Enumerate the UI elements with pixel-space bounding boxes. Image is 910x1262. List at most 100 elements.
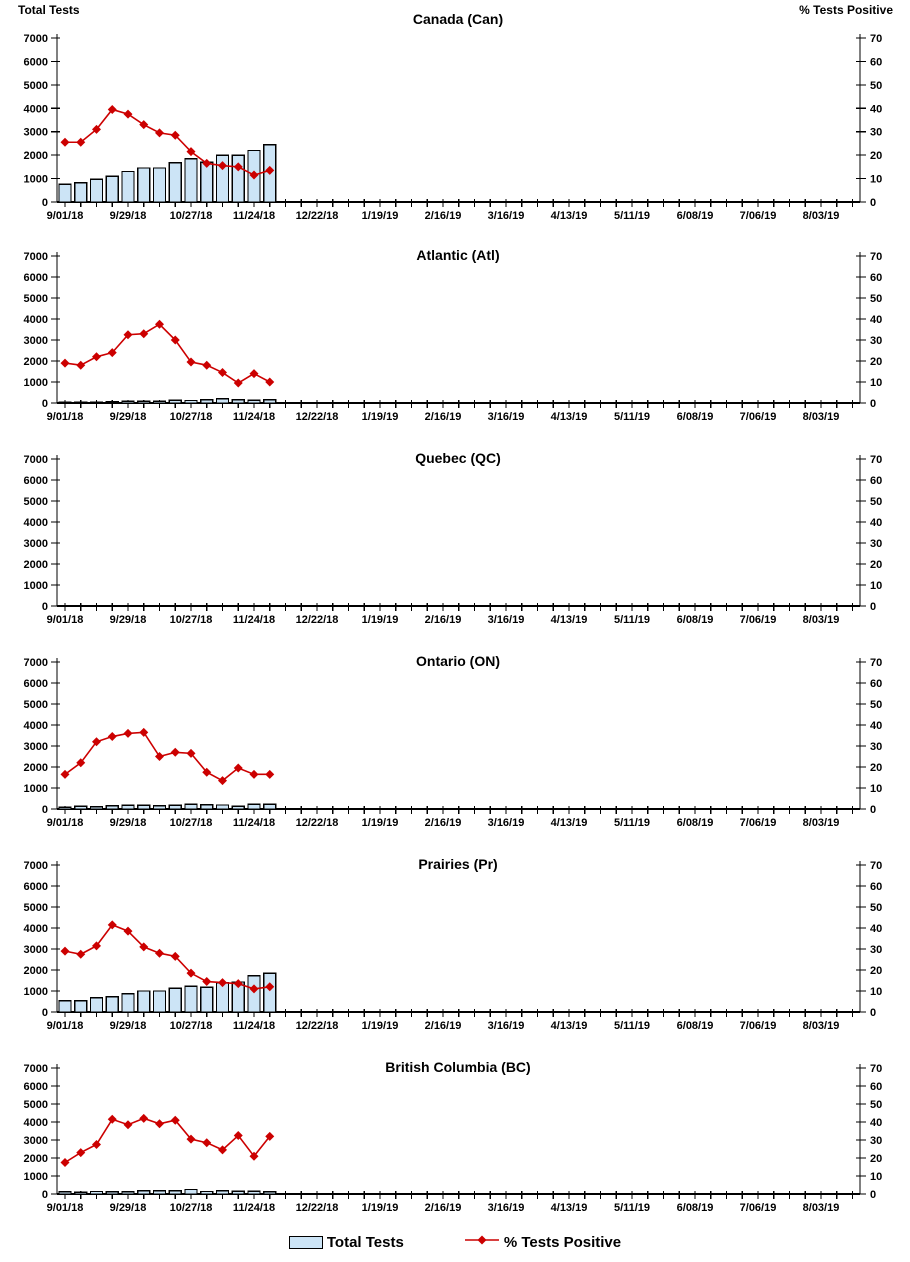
right-axis-tick-label: 40: [870, 923, 882, 935]
right-axis-tick-label: 60: [870, 56, 882, 68]
x-axis-tick-label: 9/29/18: [110, 411, 147, 423]
chart-title: Canada (Can): [413, 11, 503, 27]
bar: [58, 401, 72, 404]
left-axis-tick-label: 1000: [24, 377, 48, 389]
x-axis-tick-label: 4/13/19: [551, 210, 588, 222]
diamond-marker: [107, 104, 117, 114]
x-axis-tick-label: 3/16/19: [488, 1020, 525, 1032]
right-axis-tick-label: 30: [870, 335, 882, 347]
right-axis-tick-label: 70: [870, 454, 882, 466]
bar: [121, 170, 135, 203]
chart-title: Ontario (ON): [416, 653, 500, 669]
diamond-marker: [233, 378, 243, 388]
diamond-marker: [139, 329, 149, 339]
diamond-marker: [60, 946, 70, 956]
right-axis-tick-label: 10: [870, 1171, 882, 1183]
left-axis-tick-label: 6000: [24, 1081, 48, 1093]
diamond-marker: [107, 1114, 117, 1124]
diamond-marker: [233, 162, 243, 172]
right-axis-tick-label: 50: [870, 699, 882, 711]
right-axis-tick-label: 50: [870, 1099, 882, 1111]
x-axis-tick-label: 4/13/19: [551, 817, 588, 829]
right-axis-tick-label: 0: [870, 1189, 876, 1201]
bar: [58, 183, 72, 203]
diamond-marker: [76, 137, 86, 147]
x-axis-tick-label: 5/11/19: [614, 411, 650, 423]
right-axis-tick-label: 60: [870, 678, 882, 690]
bar: [89, 401, 104, 404]
bar: [58, 1191, 72, 1195]
left-axis-tick-label: 4000: [24, 720, 48, 732]
left-axis-tick-label: 3000: [24, 335, 48, 347]
bar: [152, 990, 167, 1013]
bar: [137, 990, 151, 1013]
diamond-marker: [155, 948, 164, 958]
left-axis-tick-label: 3000: [24, 538, 48, 550]
bar: [168, 1190, 182, 1195]
bar: [152, 400, 167, 404]
bar: [89, 997, 104, 1013]
left-axis-tick-label: 2000: [24, 762, 48, 774]
diamond-marker: [249, 984, 259, 994]
x-axis-tick-label: 4/13/19: [551, 1202, 588, 1214]
x-axis-tick-label: 7/06/19: [740, 1020, 777, 1032]
diamond-marker: [139, 942, 149, 952]
right-axis-title: % Tests Positive: [799, 3, 893, 17]
diamond-marker: [265, 769, 275, 779]
diamond-marker: [265, 1131, 275, 1141]
bar: [184, 1188, 198, 1195]
right-axis-tick-label: 30: [870, 127, 882, 139]
left-axis-tick-label: 6000: [24, 678, 48, 690]
x-axis-tick-label: 6/08/19: [677, 817, 714, 829]
bar: [263, 1190, 277, 1195]
bar: [184, 803, 198, 810]
right-axis-tick-label: 70: [870, 33, 882, 45]
bar: [137, 804, 151, 810]
diamond-marker: [186, 1134, 196, 1144]
x-axis-tick-label: 12/22/18: [296, 817, 339, 829]
right-axis-tick-label: 10: [870, 580, 882, 592]
left-axis-tick-label: 5000: [24, 80, 48, 92]
diamond-marker: [218, 776, 227, 786]
x-axis-tick-label: 7/06/19: [740, 210, 777, 222]
left-axis-tick-label: 1000: [24, 174, 48, 186]
bar: [121, 804, 135, 810]
diamond-marker: [218, 978, 227, 988]
legend-item-total-tests: Total Tests: [288, 1234, 404, 1251]
right-axis-tick-label: 40: [870, 517, 882, 529]
right-axis-tick-label: 10: [870, 174, 882, 186]
diamond-marker: [155, 1119, 164, 1129]
chart-panel-british-columbia: British Columbia (BC) 0 1000 2000 3000 4000 50…: [0, 1046, 910, 1222]
left-axis-tick-label: 7000: [24, 251, 48, 263]
x-axis-tick-label: 1/19/19: [362, 411, 399, 423]
chart-panel-canada: Total Tests % Tests Positive Canada (Can) 0…: [0, 0, 910, 234]
diamond-marker: [170, 747, 180, 757]
bar: [184, 157, 198, 203]
x-axis-tick-label: 7/06/19: [740, 411, 777, 423]
left-axis-tick-label: 5000: [24, 293, 48, 305]
left-axis-tick-label: 5000: [24, 496, 48, 508]
right-axis-tick-label: 20: [870, 559, 882, 571]
right-axis-tick-label: 20: [870, 1153, 882, 1165]
bars-series-total-tests: [58, 143, 277, 203]
right-axis-tick-label: 0: [870, 197, 876, 209]
left-axis-tick-label: 2000: [24, 965, 48, 977]
right-axis-tick-label: 30: [870, 1135, 882, 1147]
bar: [121, 993, 135, 1013]
left-axis-tick-label: 6000: [24, 56, 48, 68]
diamond-marker: [186, 147, 196, 157]
diamond-marker: [249, 369, 259, 379]
diamond-marker: [107, 348, 117, 358]
left-axis-tick-label: 2000: [24, 1153, 48, 1165]
line-series-pct-positive: [60, 1113, 275, 1167]
bar: [74, 805, 88, 810]
bar: [168, 399, 182, 404]
diamond-marker: [249, 170, 259, 180]
bar: [152, 167, 167, 203]
left-axis-tick-label: 5000: [24, 699, 48, 711]
x-axis-tick-label: 12/22/18: [296, 210, 339, 222]
left-axis-tick-label: 1000: [24, 986, 48, 998]
left-axis-tick-label: 0: [42, 804, 48, 816]
x-axis-tick-label: 7/06/19: [740, 1202, 777, 1214]
